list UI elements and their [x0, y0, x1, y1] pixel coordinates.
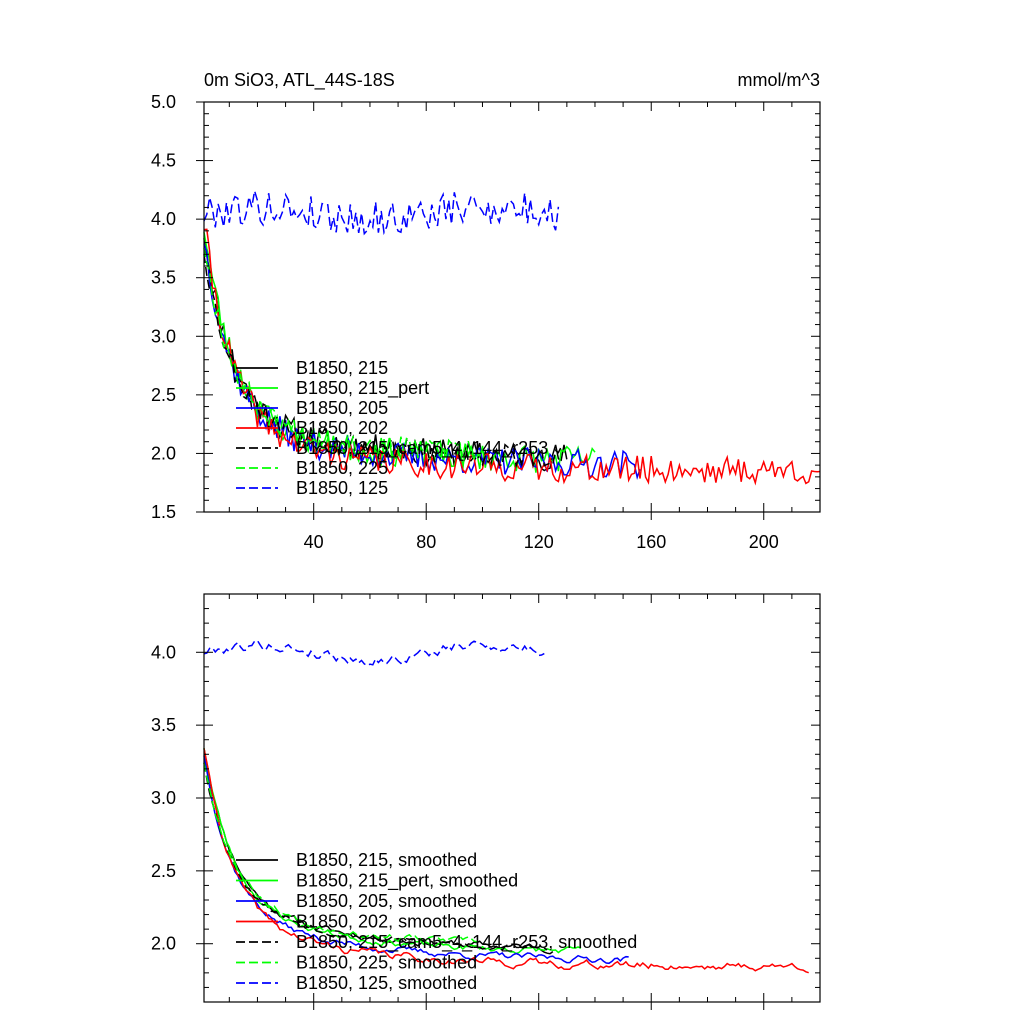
series-line-6 [203, 639, 545, 667]
y-tick-label: 4.0 [151, 642, 176, 662]
legend-label: B1850, 215_cam5_4_144_r253 [296, 438, 548, 459]
y-tick-label: 2.0 [151, 443, 176, 463]
series-line-2 [203, 755, 629, 965]
legend-label: B1850, 215, smoothed [296, 850, 477, 870]
legend-label: B1850, 225 [296, 458, 388, 478]
chart-title: 0m SiO3, ATL_44S-18S [204, 70, 395, 91]
legend-label: B1850, 215_pert, smoothed [296, 871, 518, 892]
y-tick-label: 2.0 [151, 934, 176, 954]
series-line-3 [203, 748, 809, 974]
legend-label: B1850, 202, smoothed [296, 912, 477, 932]
y-tick-label: 2.5 [151, 861, 176, 881]
series-line-0 [203, 238, 568, 472]
top-panel-raw: 0m SiO3, ATL_44S-18S mmol/m^3 40 80 120 160 20… [151, 70, 821, 552]
legend-label: B1850, 205 [296, 398, 388, 418]
series-line-5 [203, 762, 477, 943]
series-line-5 [203, 247, 484, 461]
legend-label: B1850, 225, smoothed [296, 953, 477, 973]
legend-label: B1850, 215_cam5_4_144_r253, smoothed [296, 932, 637, 953]
series-line-2 [203, 243, 641, 481]
plot-frame [203, 101, 821, 513]
x-tick-label: 40 [304, 532, 324, 552]
y-tick-label: 3.5 [151, 268, 176, 288]
series-line-6 [203, 190, 560, 236]
legend-label: B1850, 202 [296, 418, 388, 438]
y-tick-label: 4.5 [151, 151, 176, 171]
series-line-1 [203, 232, 596, 473]
x-tick-label: 200 [749, 532, 779, 552]
x-tick-label: 160 [636, 532, 666, 552]
y-tick-label: 4.0 [151, 209, 176, 229]
legend-label: B1850, 215_pert [296, 378, 429, 399]
legend-label: B1850, 205, smoothed [296, 891, 477, 911]
units-label: mmol/m^3 [738, 70, 820, 90]
x-tick-label: 120 [524, 532, 554, 552]
legend-label: B1850, 125, smoothed [296, 973, 477, 993]
y-tick-label: 3.0 [151, 326, 176, 346]
legend-label: B1850, 215 [296, 358, 388, 378]
series-line-4 [203, 254, 562, 469]
legend-label: B1850, 125 [296, 478, 388, 498]
y-tick-label: 5.0 [151, 92, 176, 112]
y-tick-label: 3.5 [151, 715, 176, 735]
y-tick-label: 2.5 [151, 385, 176, 405]
x-tick-label: 80 [416, 532, 436, 552]
y-tick-label: 3.0 [151, 788, 176, 808]
y-tick-label: 1.5 [151, 502, 176, 522]
series-line-4 [203, 762, 548, 952]
